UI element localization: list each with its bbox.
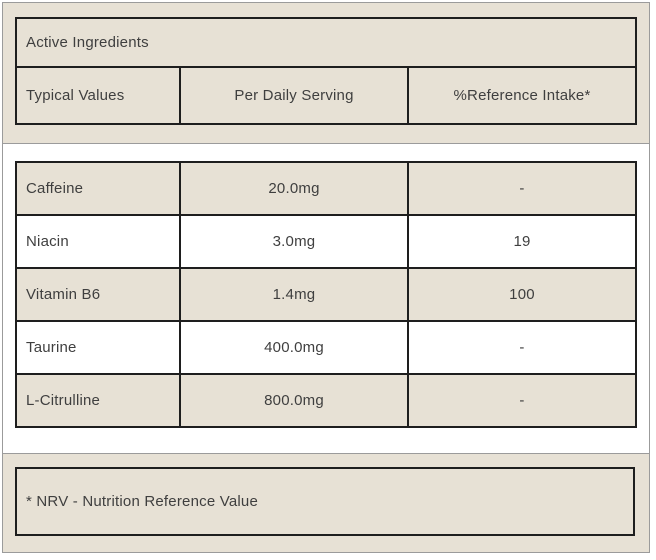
ingredient-row-caffeine: Caffeine 20.0mg - — [15, 161, 637, 216]
reference-intake-cell: 19 — [407, 214, 637, 269]
per-serving-cell: 3.0mg — [179, 214, 409, 269]
reference-intake-cell: 100 — [407, 267, 637, 322]
ingredients-section: Caffeine 20.0mg - Niacin 3.0mg 19 Vitami… — [3, 144, 649, 454]
reference-intake-cell: - — [407, 161, 637, 216]
column-header-per-daily-serving: Per Daily Serving — [179, 66, 409, 125]
per-serving-cell: 800.0mg — [179, 373, 409, 428]
reference-intake-cell: - — [407, 320, 637, 375]
ingredient-name-cell: L-Citrulline — [15, 373, 181, 428]
ingredient-row-vitamin-b6: Vitamin B6 1.4mg 100 — [15, 267, 637, 322]
column-header-row: Typical Values Per Daily Serving %Refere… — [15, 66, 638, 125]
table-title-row: Active Ingredients — [14, 17, 638, 68]
ingredients-table: Caffeine 20.0mg - Niacin 3.0mg 19 Vitami… — [15, 161, 637, 428]
per-serving-cell: 400.0mg — [179, 320, 409, 375]
table-title: Active Ingredients — [14, 17, 638, 68]
ingredient-row-taurine: Taurine 400.0mg - — [15, 320, 637, 375]
ingredient-name-cell: Taurine — [15, 320, 181, 375]
per-serving-cell: 1.4mg — [179, 267, 409, 322]
ingredient-row-niacin: Niacin 3.0mg 19 — [15, 214, 637, 269]
per-serving-cell: 20.0mg — [179, 161, 409, 216]
nutrition-panel: Active Ingredients Typical Values Per Da… — [2, 2, 650, 553]
ingredient-row-l-citrulline: L-Citrulline 800.0mg - — [15, 373, 637, 428]
footnote-text: * NRV - Nutrition Reference Value — [26, 493, 258, 510]
ingredient-name-cell: Niacin — [15, 214, 181, 269]
reference-intake-cell: - — [407, 373, 637, 428]
footnote-box: * NRV - Nutrition Reference Value — [15, 467, 635, 536]
header-table: Active Ingredients Typical Values Per Da… — [14, 17, 638, 125]
ingredient-name-cell: Caffeine — [15, 161, 181, 216]
column-header-reference-intake: %Reference Intake* — [406, 66, 638, 125]
ingredient-name-cell: Vitamin B6 — [15, 267, 181, 322]
footnote-section: * NRV - Nutrition Reference Value — [3, 454, 649, 552]
header-section: Active Ingredients Typical Values Per Da… — [3, 3, 649, 144]
column-header-typical-values: Typical Values — [15, 66, 181, 125]
